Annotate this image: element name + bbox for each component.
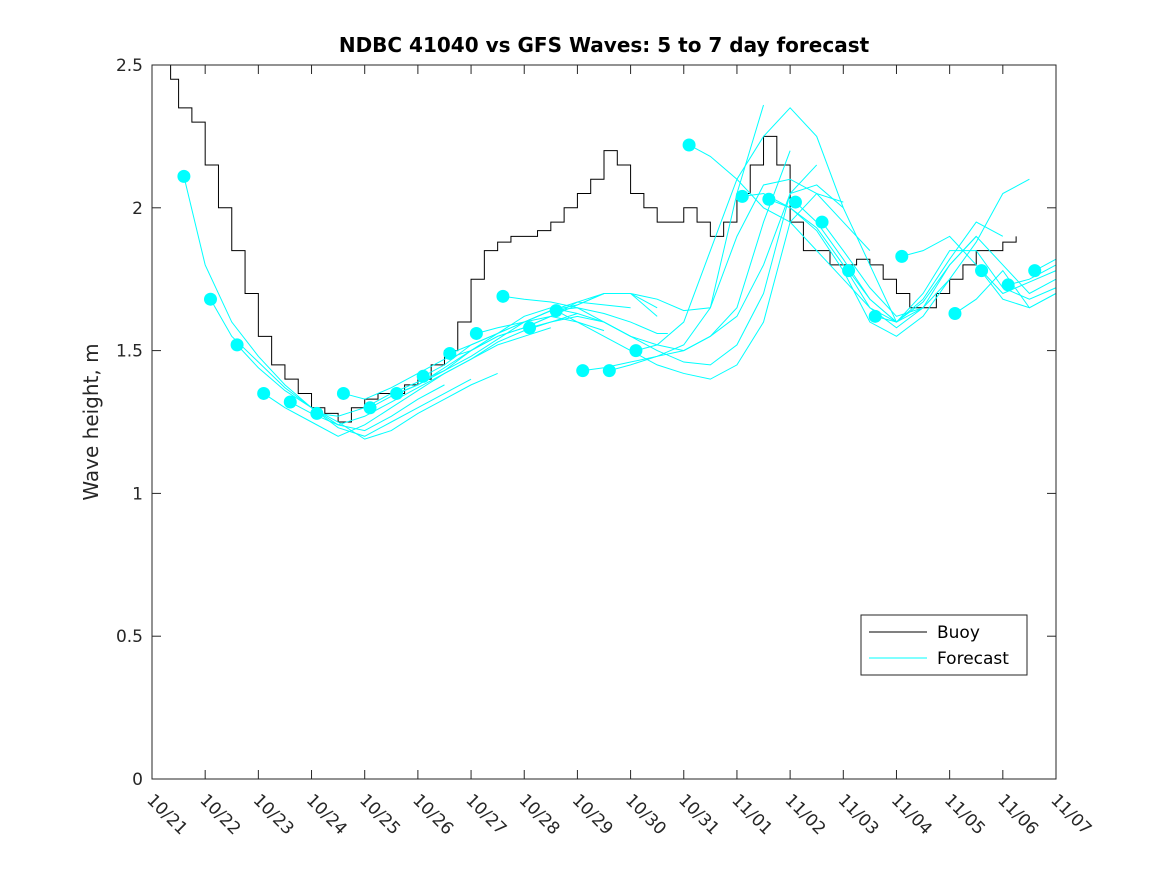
plot-frame [151, 64, 1057, 780]
y-tick-label: 1.5 [116, 342, 143, 362]
forecast-line-7 [343, 307, 631, 400]
forecast-line-21 [768, 198, 977, 329]
forecast-marker [576, 364, 590, 378]
forecast-marker [363, 401, 377, 415]
forecast-line-28 [981, 270, 1057, 295]
forecast-marker [549, 304, 563, 318]
forecast-marker [443, 346, 457, 360]
x-tick-label: 10/26 [408, 790, 457, 839]
buoy-series [162, 64, 1017, 423]
forecast-line-3 [236, 344, 498, 440]
forecast-marker [762, 192, 776, 206]
forecast-marker [788, 195, 802, 209]
x-tick-label: 10/22 [196, 790, 245, 839]
forecast-marker [177, 169, 191, 183]
x-tick-label: 10/25 [355, 790, 404, 839]
forecast-line-17 [609, 178, 871, 372]
y-axis: 0 0.5 1 1.5 2 2.5 [116, 56, 1056, 790]
forecast-marker [230, 338, 244, 352]
x-tick-label: 11/07 [1046, 790, 1095, 839]
forecast-marker [416, 369, 430, 383]
forecast-marker [203, 292, 217, 306]
forecast-marker [629, 344, 643, 358]
forecast-line-12 [476, 104, 765, 334]
forecast-marker [283, 395, 297, 409]
x-tick-label: 11/01 [727, 790, 776, 839]
legend-box [860, 614, 1028, 676]
x-tick-label: 10/24 [302, 790, 351, 839]
forecast-markers [177, 138, 1042, 420]
legend-buoy-label: Buoy [937, 623, 980, 643]
forecast-marker [523, 321, 537, 335]
x-tick-label: 11/05 [940, 790, 989, 839]
x-tick-label: 10/29 [568, 790, 617, 839]
x-tick-label: 10/21 [142, 790, 191, 839]
forecast-line-18 [635, 107, 897, 352]
forecast-marker [469, 326, 483, 340]
forecast-line-16 [582, 184, 844, 372]
forecast-marker [336, 386, 350, 400]
x-tick-label: 10/23 [249, 790, 298, 839]
x-tick-label: 10/28 [515, 790, 564, 839]
forecast-line-19 [688, 144, 924, 323]
forecast-line-27 [954, 269, 1057, 314]
forecast-marker [895, 249, 909, 263]
y-tick-label: 2 [132, 199, 143, 219]
forecast-marker [682, 138, 696, 152]
x-tick-label: 10/30 [621, 790, 670, 839]
forecast-line-2 [210, 298, 472, 437]
forecast-line-14 [529, 164, 818, 366]
legend: Buoy Forecast [860, 614, 1028, 676]
forecast-marker [815, 215, 829, 229]
buoy-line [162, 64, 1017, 423]
forecast-marker [975, 264, 989, 278]
y-axis-label: Wave height, m [79, 343, 103, 500]
x-tick-label: 11/03 [834, 790, 883, 839]
forecast-marker [948, 306, 962, 320]
forecast-line-4 [263, 327, 551, 437]
y-tick-label: 1 [132, 484, 143, 504]
forecast-marker [310, 406, 324, 420]
y-tick-label: 0 [132, 770, 143, 790]
x-tick-label: 11/02 [781, 790, 830, 839]
forecast-line-29 [1008, 264, 1057, 286]
forecast-marker [1001, 278, 1015, 292]
forecast-marker [868, 309, 882, 323]
y-tick-label: 2.5 [116, 56, 143, 76]
forecast-line-15 [555, 192, 844, 380]
x-tick-label: 10/27 [462, 790, 511, 839]
forecast-marker [390, 386, 404, 400]
forecast-marker [842, 264, 856, 278]
x-tick-label: 11/06 [993, 790, 1042, 839]
forecast-line-23 [821, 178, 1030, 317]
forecast-marker [1028, 264, 1042, 278]
legend-forecast-label: Forecast [937, 649, 1009, 669]
y-tick-label: 0.5 [116, 627, 143, 647]
forecast-line-13 [502, 150, 791, 352]
forecast-line-24 [848, 235, 1057, 323]
forecast-marker [602, 364, 616, 378]
chart-title: NDBC 41040 vs GFS Waves: 5 to 7 day fore… [339, 33, 870, 57]
x-tick-label: 11/04 [887, 790, 936, 839]
forecast-marker [257, 386, 271, 400]
forecast-marker [496, 289, 510, 303]
x-tick-label: 10/31 [674, 790, 723, 839]
forecast-marker [735, 189, 749, 203]
